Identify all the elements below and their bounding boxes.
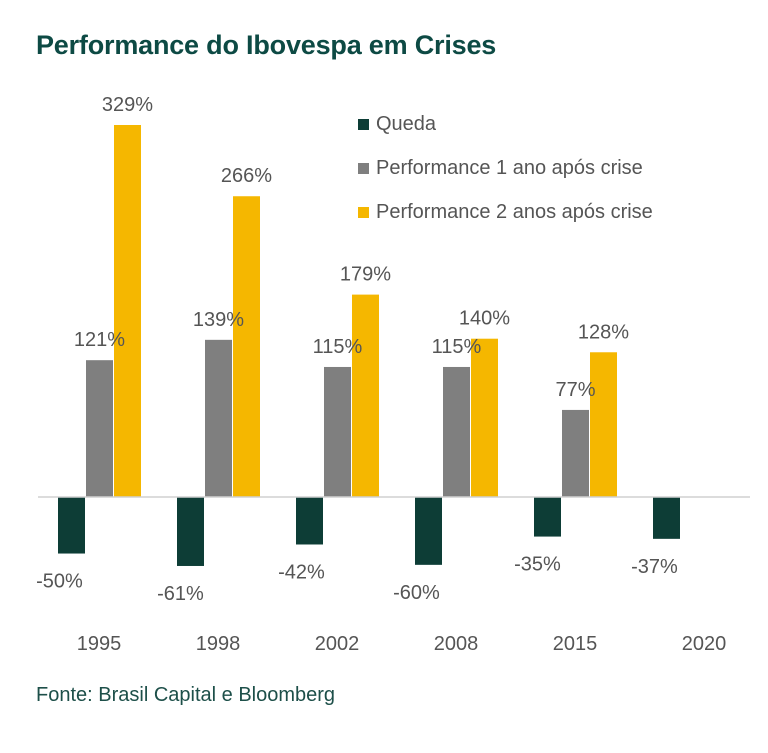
bar-performance-1-ano-ap-s-crise-2015: [562, 409, 589, 497]
legend-swatch-1: [358, 163, 369, 174]
data-label-1998-0: -61%: [157, 583, 204, 605]
data-label-1998-2: 266%: [221, 165, 272, 187]
data-label-2008-0: -60%: [393, 582, 440, 604]
chart-title: Performance do Ibovespa em Crises: [36, 30, 497, 60]
data-label-2015-1: 77%: [555, 379, 595, 401]
x-tick-label-1998: 1998: [196, 633, 241, 655]
x-tick-label-2015: 2015: [553, 633, 598, 655]
x-tick-label-2008: 2008: [434, 633, 479, 655]
data-label-1995-2: 329%: [102, 94, 153, 116]
bar-queda-1995: [58, 497, 85, 554]
source-note: Fonte: Brasil Capital e Bloomberg: [36, 684, 336, 706]
data-label-1995-1: 121%: [74, 329, 125, 351]
legend-swatch-2: [358, 207, 369, 218]
bar-performance-2-anos-ap-s-crise-1998: [233, 196, 260, 497]
legend-label-1: Performance 1 ano após crise: [376, 157, 643, 179]
x-tick-label-2002: 2002: [315, 633, 360, 655]
bar-performance-2-anos-ap-s-crise-2002: [352, 294, 379, 497]
legend: Queda Performance 1 ano após crise Perform…: [358, 113, 653, 223]
data-label-2002-1: 115%: [313, 336, 363, 358]
bar-performance-1-ano-ap-s-crise-2008: [443, 366, 470, 497]
data-label-2008-1: 115%: [432, 336, 482, 358]
bar-performance-1-ano-ap-s-crise-1995: [86, 360, 113, 497]
bar-queda-2002: [296, 497, 323, 545]
bar-queda-2020: [653, 497, 680, 539]
legend-swatch-0: [358, 119, 369, 130]
bar-chart: -50% 121% 329% -61% 139% 266% -42% 115% 179% -60%…: [36, 94, 750, 655]
bar-performance-1-ano-ap-s-crise-2002: [324, 366, 351, 497]
data-label-2002-2: 179%: [340, 264, 391, 286]
data-label-1995-0: -50%: [36, 571, 83, 593]
legend-label-0: Queda: [376, 113, 437, 135]
data-label-2020-0: -37%: [631, 556, 678, 578]
x-tick-label-1995: 1995: [77, 633, 122, 655]
bars-group: [58, 125, 680, 566]
data-label-2015-0: -35%: [514, 554, 561, 576]
data-labels-group: -50% 121% 329% -61% 139% 266% -42% 115% 179% -60%…: [36, 94, 678, 605]
bar-queda-2008: [415, 497, 442, 565]
bar-queda-2015: [534, 497, 561, 537]
bar-performance-2-anos-ap-s-crise-2015: [590, 352, 617, 497]
legend-label-2: Performance 2 anos após crise: [376, 201, 653, 223]
x-tick-labels-group: 1995 1998 2002 2008 2015 2020: [77, 633, 727, 655]
bar-performance-2-anos-ap-s-crise-2008: [471, 338, 498, 497]
data-label-2015-2: 128%: [578, 321, 629, 343]
x-tick-label-2020: 2020: [682, 633, 727, 655]
data-label-2008-2: 140%: [459, 308, 510, 330]
bar-performance-1-ano-ap-s-crise-1998: [205, 339, 232, 497]
bar-performance-2-anos-ap-s-crise-1995: [114, 125, 141, 497]
data-label-1998-1: 139%: [193, 309, 244, 331]
data-label-2002-0: -42%: [278, 561, 325, 583]
bar-queda-1998: [177, 497, 204, 566]
